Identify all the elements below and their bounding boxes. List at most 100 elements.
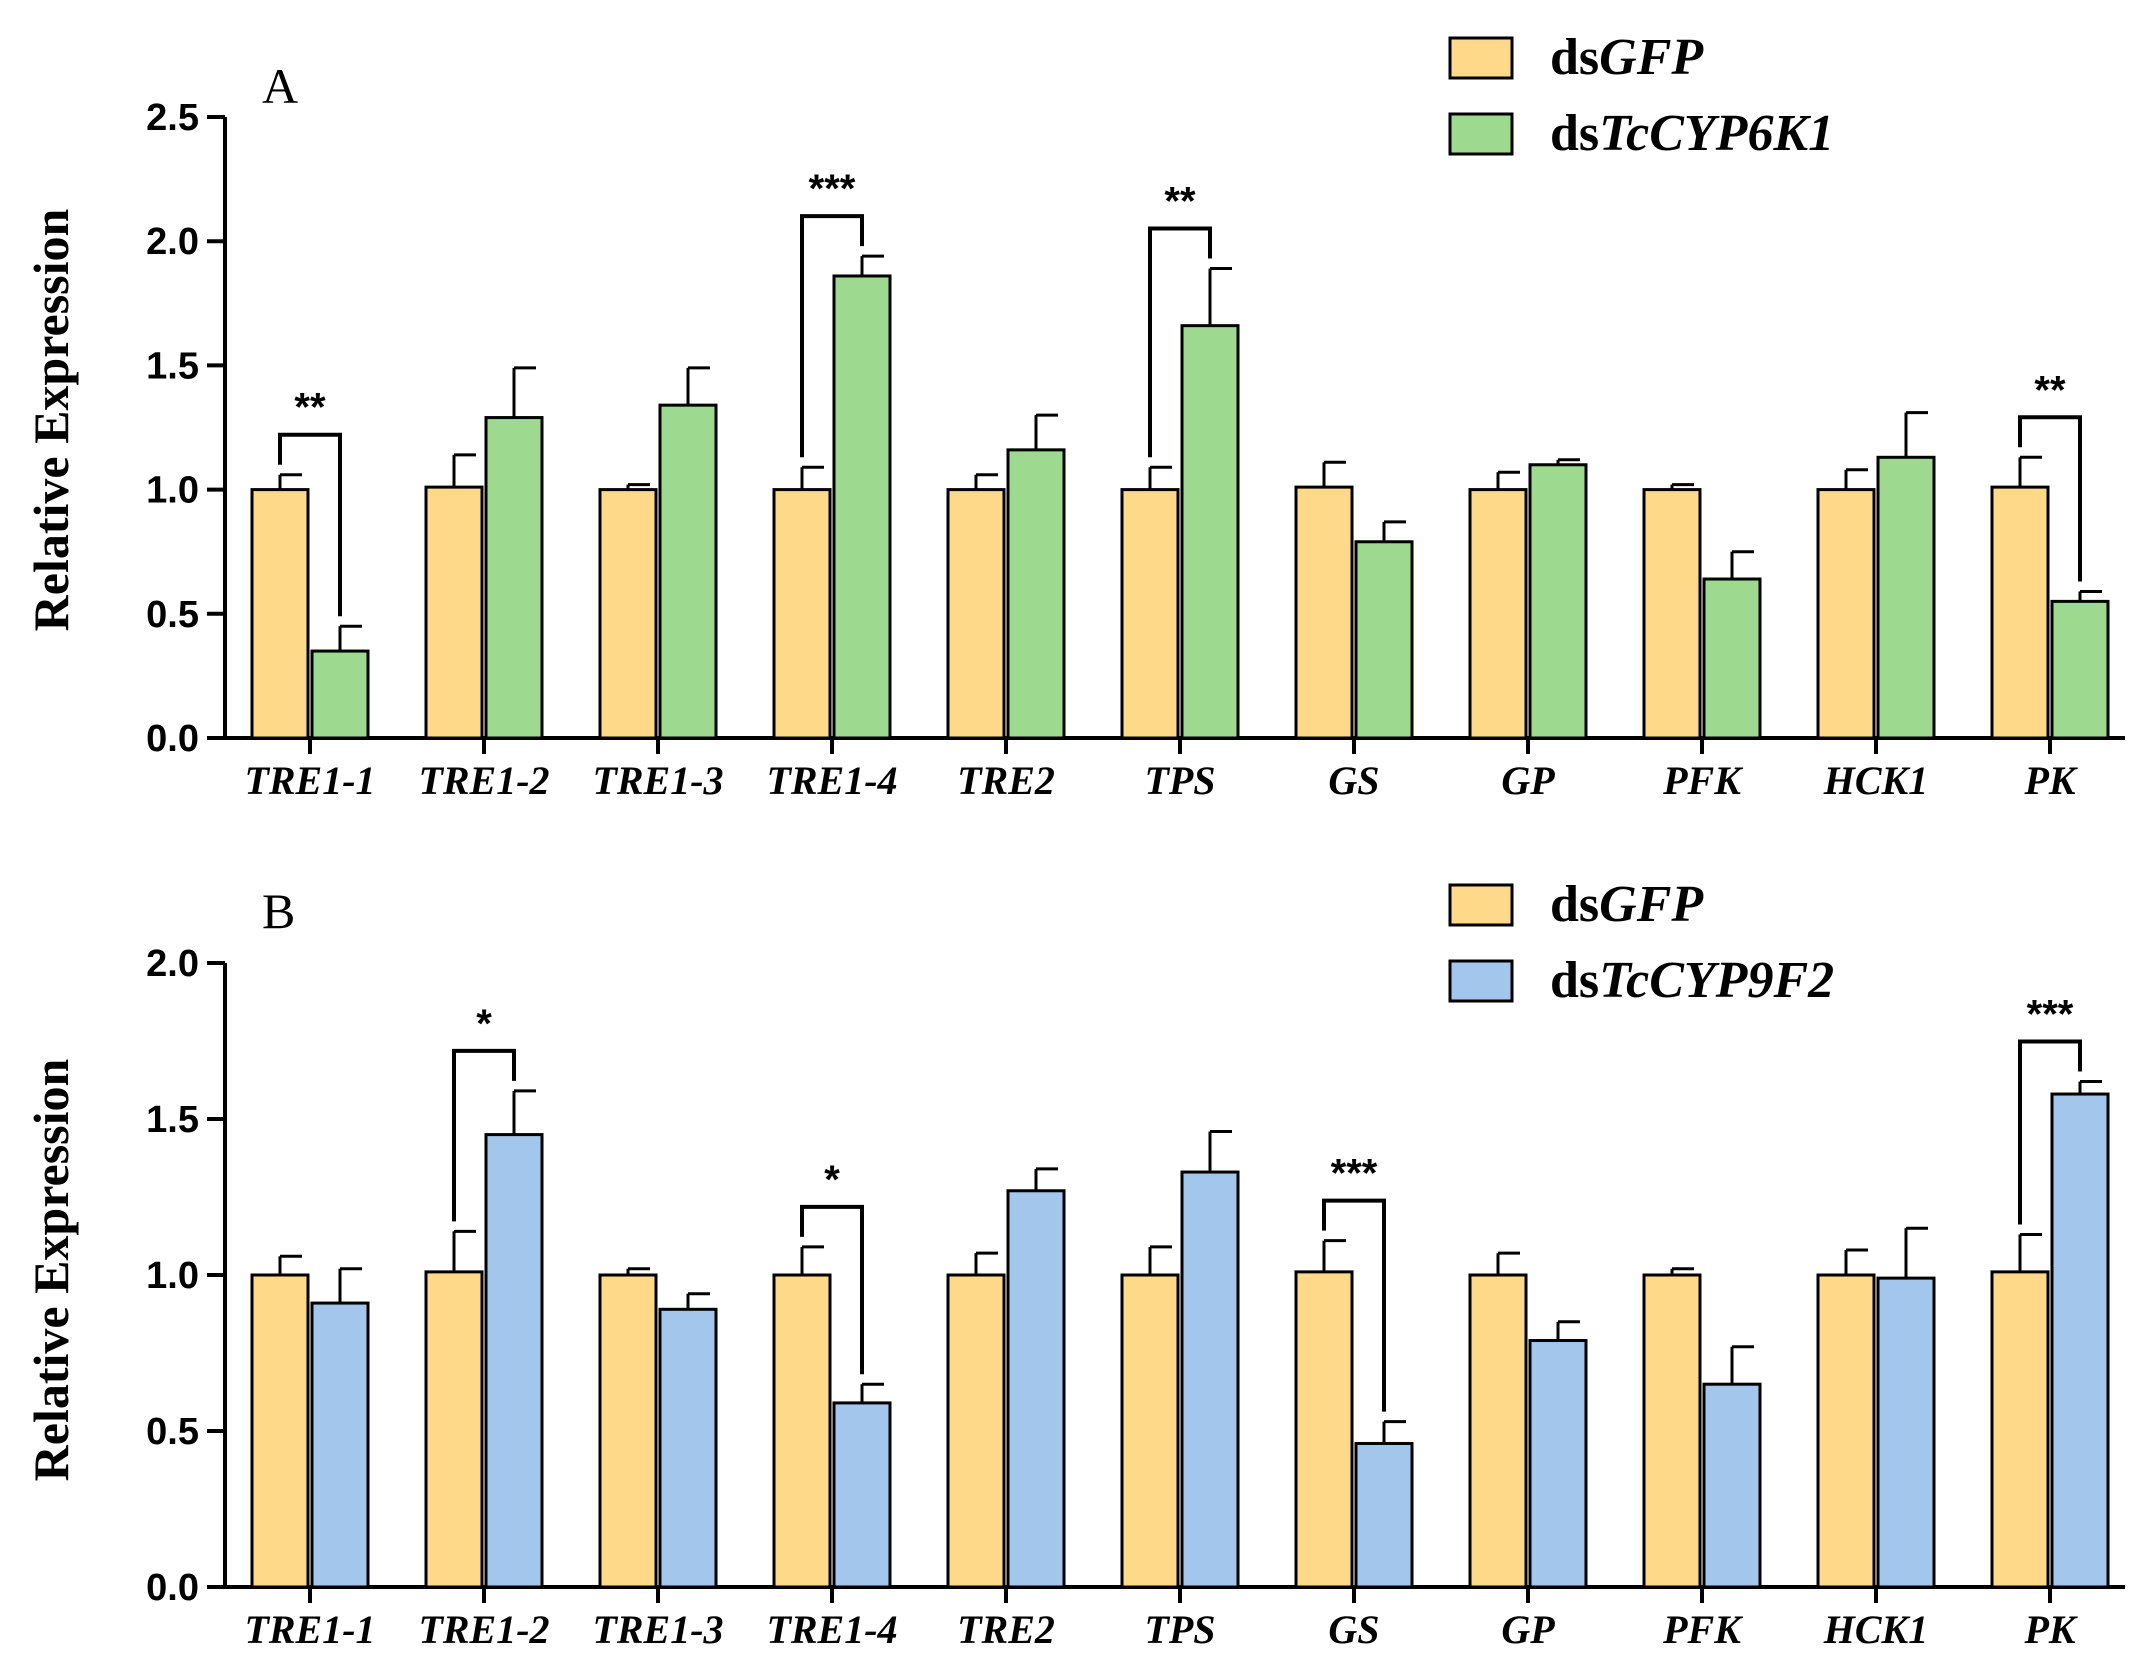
bar-dsTcCYP9F2-TPS	[1180, 1170, 1240, 1589]
legend-swatch	[1448, 36, 1514, 80]
x-tick-label: TRE2	[957, 1607, 1055, 1652]
bar-dsTcCYP6K1-TRE1-3	[658, 403, 718, 740]
bar-dsGFP-TRE1-4	[772, 488, 832, 740]
bar-dsGFP-TPS	[1120, 488, 1180, 740]
y-axis-label: Relative Expression	[23, 1058, 79, 1481]
significance-bracket	[800, 214, 864, 458]
legend-swatch	[1448, 112, 1514, 156]
bar-dsTcCYP9F2-GP	[1528, 1339, 1588, 1589]
significance-label: *	[824, 1158, 840, 1202]
legend-prefix: ds	[1550, 876, 1599, 933]
x-tick-label: TRE1-1	[244, 1607, 375, 1652]
bar-dsGFP-PFK	[1642, 488, 1702, 740]
bar-dsTcCYP6K1-PFK	[1702, 577, 1762, 740]
bar-dsTcCYP6K1-TRE1-1	[310, 649, 370, 740]
x-tick-label: GP	[1501, 758, 1555, 803]
significance-bracket	[2018, 415, 2082, 582]
legend-prefix: ds	[1550, 29, 1599, 86]
y-tick-label: 2.0	[146, 221, 199, 263]
bar-dsGFP-PFK	[1642, 1273, 1702, 1589]
y-tick-label: 0.0	[146, 1567, 199, 1609]
bar-dsTcCYP9F2-TRE1-4	[832, 1401, 892, 1589]
significance-bracket	[2018, 1039, 2082, 1225]
bar-dsGFP-TRE1-4	[772, 1273, 832, 1589]
bar-dsTcCYP6K1-GS	[1354, 540, 1414, 740]
significance-label: ***	[809, 167, 856, 211]
x-tick-label: HCK1	[1823, 1607, 1928, 1652]
legend-gene: TcCYP9F2	[1599, 952, 1834, 1009]
bar-dsGFP-TRE1-3	[598, 488, 658, 740]
x-tick-label: HCK1	[1823, 758, 1928, 803]
bar-dsGFP-TRE1-2	[424, 485, 484, 740]
panel-label: B	[262, 883, 295, 939]
bar-dsGFP-TRE1-1	[250, 1273, 310, 1589]
x-tick-label: TRE1-3	[592, 1607, 723, 1652]
legend-gene: GFP	[1599, 29, 1704, 86]
bar-dsGFP-TRE2	[946, 1273, 1006, 1589]
bar-dsTcCYP6K1-HCK1	[1876, 455, 1936, 740]
x-tick-label: PK	[2023, 758, 2077, 803]
bar-dsGFP-GP	[1468, 488, 1528, 740]
bar-dsGFP-GS	[1294, 1270, 1354, 1589]
legend-swatch	[1448, 959, 1514, 1003]
x-tick-label: PFK	[1662, 758, 1743, 803]
legend-entry: dsGFP	[1550, 29, 1704, 86]
legend-swatch	[1448, 883, 1514, 927]
x-tick-label: TRE1-2	[418, 1607, 549, 1652]
y-tick-label: 0.5	[146, 1411, 199, 1453]
x-tick-label: PK	[2023, 1607, 2077, 1652]
bar-dsGFP-TRE2	[946, 488, 1006, 740]
x-tick-label: PFK	[1662, 1607, 1743, 1652]
bar-dsGFP-GS	[1294, 485, 1354, 740]
x-tick-label: TRE1-1	[244, 758, 375, 803]
significance-label: ***	[1331, 1152, 1378, 1196]
significance-bracket	[1148, 226, 1212, 458]
y-tick-label: 1.0	[146, 1255, 199, 1297]
significance-label: *	[476, 1002, 492, 1046]
x-tick-label: GS	[1328, 1607, 1379, 1652]
bar-dsTcCYP9F2-HCK1	[1876, 1276, 1936, 1589]
significance-label: **	[1164, 180, 1196, 224]
significance-label: **	[294, 386, 326, 430]
significance-bracket	[278, 432, 342, 617]
y-tick-label: 2.5	[146, 97, 199, 139]
legend-entry: dsTcCYP6K1	[1550, 105, 1834, 162]
bar-dsTcCYP9F2-TRE1-3	[658, 1307, 718, 1589]
bar-dsTcCYP9F2-PFK	[1702, 1382, 1762, 1589]
legend-prefix: ds	[1550, 952, 1599, 1009]
panel-label: A	[262, 58, 298, 114]
chart-panel-A: 0.0 0.5 1.0 1.5 2.0 2.5 Relative Expression A TR…	[23, 29, 2125, 803]
x-tick-label: TRE1-3	[592, 758, 723, 803]
x-tick-label: TPS	[1144, 1607, 1215, 1652]
bar-dsTcCYP6K1-TRE2	[1006, 448, 1066, 740]
bar-dsTcCYP9F2-TRE2	[1006, 1189, 1066, 1589]
bar-dsGFP-TRE1-2	[424, 1270, 484, 1589]
y-tick-label: 1.5	[146, 1099, 199, 1141]
bar-dsTcCYP6K1-PK	[2050, 599, 2110, 740]
bar-dsTcCYP6K1-GP	[1528, 463, 1588, 740]
bar-dsGFP-GP	[1468, 1273, 1528, 1589]
significance-label: **	[2034, 368, 2066, 412]
legend-entry: dsGFP	[1550, 876, 1704, 933]
x-tick-label: TRE1-2	[418, 758, 549, 803]
significance-bracket	[800, 1204, 864, 1375]
bar-dsGFP-PK	[1990, 1270, 2050, 1589]
legend-gene: GFP	[1599, 876, 1704, 933]
legend-gene: TcCYP6K1	[1599, 105, 1834, 162]
x-tick-label: TRE2	[957, 758, 1055, 803]
y-tick-label: 1.0	[146, 470, 199, 512]
x-tick-label: TPS	[1144, 758, 1215, 803]
legend-entry: dsTcCYP9F2	[1550, 952, 1834, 1009]
bar-dsGFP-TRE1-3	[598, 1273, 658, 1589]
significance-bracket	[1322, 1198, 1386, 1412]
bar-dsGFP-TRE1-1	[250, 488, 310, 740]
bar-dsTcCYP6K1-TRE1-2	[484, 416, 544, 740]
bar-dsGFP-TPS	[1120, 1273, 1180, 1589]
bar-dsGFP-HCK1	[1816, 1273, 1876, 1589]
y-tick-label: 2.0	[146, 943, 199, 985]
y-tick-label: 1.5	[146, 345, 199, 387]
x-tick-label: TRE1-4	[766, 758, 897, 803]
bar-dsTcCYP6K1-TRE1-4	[832, 274, 892, 740]
x-tick-label: GP	[1501, 1607, 1555, 1652]
bar-dsTcCYP9F2-PK	[2050, 1092, 2110, 1589]
